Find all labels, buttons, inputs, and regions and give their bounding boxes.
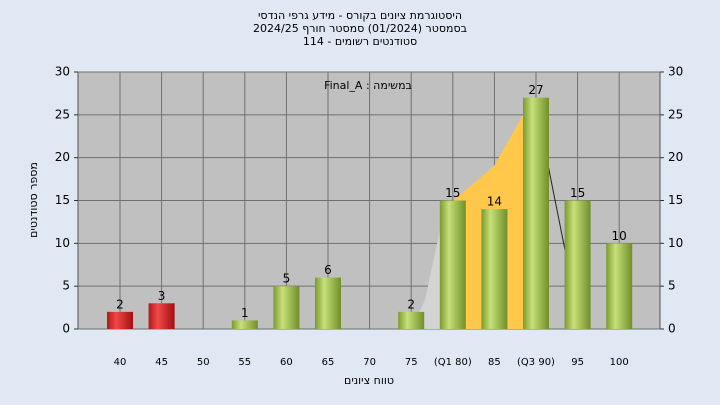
x-tick-label: 60 xyxy=(280,357,293,368)
y-tick-label: 0 xyxy=(62,322,70,336)
y2-tick-label: 30 xyxy=(668,65,683,79)
x-tick-label: 100 xyxy=(610,357,629,368)
x-tick-label: 95 xyxy=(571,357,584,368)
y2-tick-label: 15 xyxy=(668,193,683,207)
x-tick-label: (Q1 80) xyxy=(434,357,472,368)
data-label: 2 xyxy=(116,297,124,311)
bar xyxy=(564,200,591,329)
bar xyxy=(439,200,466,329)
y2-tick-label: 20 xyxy=(668,150,683,164)
y-axis-label: מספר סטודנטים xyxy=(27,162,40,238)
x-tick-label: 75 xyxy=(405,357,418,368)
x-tick-label: 65 xyxy=(322,357,335,368)
data-label: 2 xyxy=(407,297,415,311)
data-label: 10 xyxy=(612,229,627,243)
y-tick-label: 15 xyxy=(55,193,70,207)
x-tick-label: 45 xyxy=(155,357,168,368)
y2-tick-label: 25 xyxy=(668,107,683,121)
bar xyxy=(148,303,175,329)
bar xyxy=(523,97,549,329)
y-tick-label: 10 xyxy=(55,236,70,250)
data-label: 15 xyxy=(445,186,460,200)
x-axis-label: טווח ציונים xyxy=(344,374,394,387)
x-tick-label: 50 xyxy=(197,357,210,368)
y2-tick-label: 5 xyxy=(668,279,676,293)
data-label: 14 xyxy=(487,195,502,209)
bar xyxy=(315,277,341,329)
data-label: 5 xyxy=(283,272,291,286)
shade-area xyxy=(411,230,440,329)
bar xyxy=(107,311,133,329)
data-label: 3 xyxy=(158,289,166,303)
title-line: בסמסטר (01/2024) סמסטר חורף 2024/25 xyxy=(253,22,467,35)
y-tick-label: 5 xyxy=(62,279,70,293)
bar xyxy=(606,243,633,329)
data-label: 1 xyxy=(241,306,249,320)
bar xyxy=(231,320,258,329)
x-tick-label: (Q3 90) xyxy=(517,357,555,368)
y-tick-label: 20 xyxy=(55,150,70,164)
annotation: במשימה : Final_A xyxy=(324,79,412,92)
y2-tick-label: 0 xyxy=(668,322,676,336)
x-tick-label: 85 xyxy=(488,357,501,368)
y2-tick-label: 10 xyxy=(668,236,683,250)
data-label: 27 xyxy=(528,83,543,97)
data-label: 15 xyxy=(570,186,585,200)
bar xyxy=(273,286,300,329)
y-tick-label: 25 xyxy=(55,107,70,121)
x-tick-label: 40 xyxy=(114,357,127,368)
title-line: סטודנטים רשומים - 114 xyxy=(303,35,417,48)
bar xyxy=(481,209,508,329)
x-tick-label: 55 xyxy=(238,357,251,368)
bar xyxy=(398,311,425,329)
data-label: 6 xyxy=(324,263,332,277)
title-line: היסטוגרמת ציונים בקורס - מידע גרפי הנדסי xyxy=(258,9,462,22)
y-tick-label: 30 xyxy=(55,65,70,79)
x-tick-label: 70 xyxy=(363,357,376,368)
